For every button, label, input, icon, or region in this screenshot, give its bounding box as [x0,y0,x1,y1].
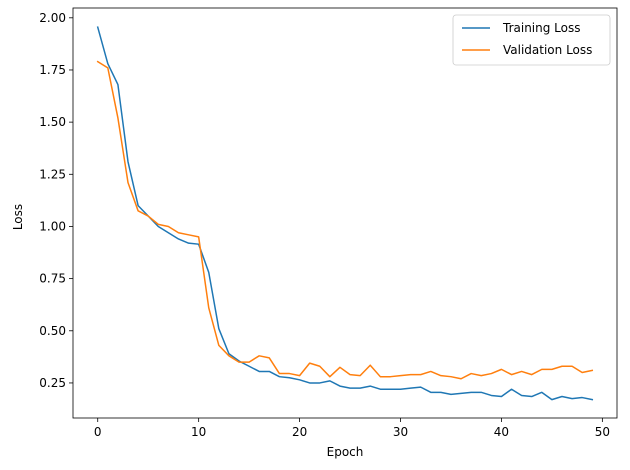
x-tick-label: 30 [393,425,408,439]
x-tick-label: 10 [191,425,206,439]
y-axis-ticks: 0.25 0.50 0.75 1.00 1.25 1.50 1.75 2.00 [39,11,73,390]
y-tick-label: 0.25 [39,376,66,390]
y-tick-label: 1.75 [39,63,66,77]
y-tick-label: 1.00 [39,219,66,233]
plot-area [72,7,618,419]
x-tick-label: 20 [292,425,307,439]
legend: Training Loss Validation Loss [452,14,611,66]
legend-label-0: Training Loss [502,21,580,35]
y-tick-label: 0.50 [39,324,66,338]
legend-box [452,14,611,66]
series-line-0 [96,26,594,401]
legend-label-1: Validation Loss [503,43,592,57]
x-tick-label: 40 [494,425,509,439]
series-line-1 [96,60,594,380]
x-axis-ticks: 0 10 20 30 40 50 [94,418,610,439]
y-tick-label: 1.50 [39,115,66,129]
x-tick-label: 0 [94,425,102,439]
y-axis-title: Loss [11,204,25,230]
y-tick-label: 2.00 [39,11,66,25]
y-tick-label: 1.25 [39,167,66,181]
y-tick-label: 0.75 [39,272,66,286]
x-axis-title: Epoch [327,445,364,459]
axes-frame [72,7,618,419]
x-tick-label: 50 [595,425,610,439]
